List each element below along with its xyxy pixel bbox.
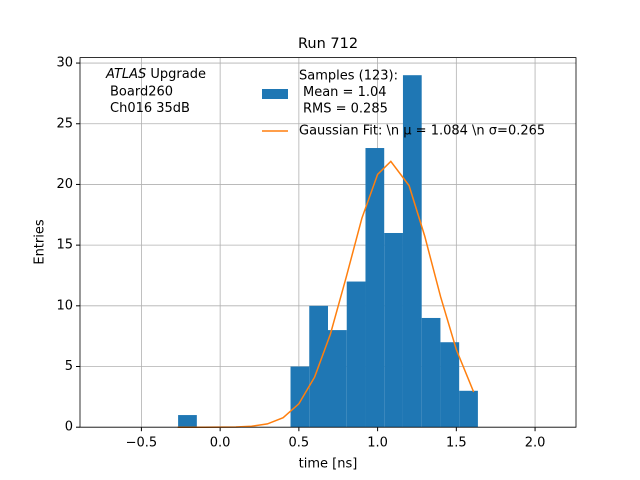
x-tick-label: 0.0 — [210, 436, 231, 451]
y-tick-label: 10 — [56, 298, 73, 313]
annotation-line: Board260 — [110, 85, 173, 100]
annotation-line: Ch016 35dB — [110, 101, 190, 116]
y-tick-label: 20 — [56, 177, 73, 192]
bar — [421, 317, 441, 428]
bar — [440, 342, 460, 428]
legend-label: Gaussian Fit: \n μ = 1.084 \n σ=0.265 — [299, 124, 545, 139]
y-tick-label: 30 — [56, 56, 73, 71]
bar — [384, 232, 403, 428]
bar — [346, 281, 366, 428]
legend-swatch — [262, 89, 288, 99]
annotation: ATLAS Upgrade — [105, 67, 206, 82]
annotation-text: Upgrade — [146, 67, 206, 82]
x-tick-label: 1.0 — [367, 436, 388, 451]
legend-label: RMS = 0.285 — [303, 102, 388, 117]
chart-title: Run 712 — [298, 36, 358, 52]
y-tick-label: 0 — [65, 420, 73, 435]
x-axis-label: time [ns] — [299, 457, 358, 472]
y-tick-label: 15 — [56, 238, 73, 253]
x-tick-label: −0.5 — [126, 436, 158, 451]
bar — [365, 148, 385, 428]
bar — [290, 366, 310, 428]
bar — [328, 330, 347, 428]
bar — [178, 415, 197, 428]
legend-label: Mean = 1.04 — [303, 85, 387, 100]
bar — [459, 390, 478, 428]
annotation-italic: ATLAS — [105, 67, 146, 82]
y-tick-label: 25 — [56, 116, 73, 131]
x-tick-label: 2.0 — [525, 436, 546, 451]
x-tick-label: 0.5 — [289, 436, 310, 451]
y-axis-label: Entries — [33, 219, 48, 265]
y-tick-label: 5 — [65, 359, 73, 374]
axes-frame — [79, 57, 577, 428]
bar — [402, 75, 422, 428]
x-tick-label: 1.5 — [446, 436, 467, 451]
legend-label: Samples (123): — [299, 69, 398, 84]
